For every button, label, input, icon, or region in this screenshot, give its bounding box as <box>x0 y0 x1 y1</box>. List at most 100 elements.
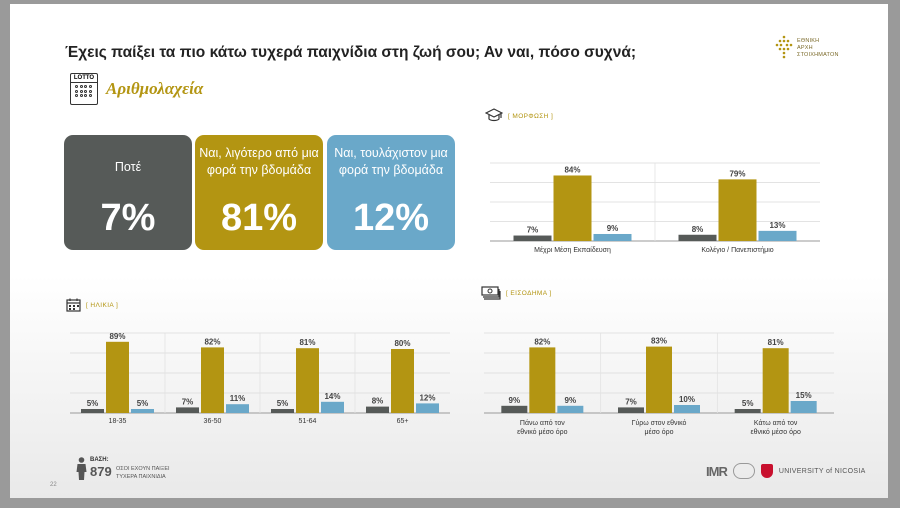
card-weekly: Ναι, τουλάχιστον μια φορά την βδομάδα 12… <box>327 135 455 250</box>
section-age: [ ΗΛΙΚΙΑ ] <box>66 298 118 312</box>
base-description: ΟΣΟΙ ΕΧΟΥΝ ΠΑΙΞΕΙ ΤΥΧΕΡΑ ΠΑΙΧΝΙΔΙΑ <box>116 466 170 480</box>
section-age-label: [ ΗΛΙΚΙΑ ] <box>86 301 119 309</box>
income-bar <box>557 405 584 413</box>
brand-name: ΕΘΝΙΚΗ ΑΡΧΗ ΣΤΟΙΧΗΜΑΤΟΝ <box>797 38 839 58</box>
age-data-label: 12% <box>419 393 435 402</box>
age-bar <box>81 409 104 413</box>
age-bar <box>366 406 389 413</box>
age-bar <box>106 341 129 413</box>
income-data-label: 83% <box>651 337 667 346</box>
card-less-than-weekly: Ναι, λιγότερο από μια φορά την βδομάδα 8… <box>195 135 323 250</box>
income-bar <box>501 405 528 413</box>
card-never: Ποτέ 7% <box>64 135 192 250</box>
income-data-label: 9% <box>565 396 577 405</box>
university-shield-icon <box>760 464 773 478</box>
imr-logo: IMR <box>706 463 728 479</box>
game-title: Αριθμολαχεία <box>106 79 204 98</box>
age-bar <box>131 409 154 413</box>
education-bar <box>718 179 757 241</box>
income-category-label: Πάνω από τον <box>520 419 565 427</box>
age-data-label: 80% <box>394 339 410 348</box>
brand-logo: ΕΘΝΙΚΗ ΑΡΧΗ ΣΤΟΙΧΗΜΑΤΟΝ <box>775 34 838 65</box>
education-data-label: 79% <box>729 169 745 178</box>
education-bar <box>553 175 592 241</box>
age-bar <box>321 401 344 413</box>
income-category-label: Γύρω στον εθνικό <box>632 419 687 427</box>
income-bar <box>734 409 761 413</box>
question-title: Έχεις παίξει τα πιο κάτω τυχερά παιχνίδι… <box>65 44 637 61</box>
education-data-label: 9% <box>607 224 619 233</box>
card-never-value: 7% <box>100 197 156 239</box>
income-data-label: 81% <box>768 338 784 347</box>
income-data-label: 7% <box>625 397 637 406</box>
education-bar <box>513 235 552 241</box>
card-weekly-label: Ναι, τουλάχιστον μια φορά την βδομάδα <box>334 146 448 177</box>
age-data-label: 11% <box>230 394 246 403</box>
age-data-label: 82% <box>204 337 220 346</box>
partner-logos: IMR UNIVERSITY of NICOSIA <box>706 463 866 479</box>
education-data-label: 84% <box>564 165 580 174</box>
education-bar <box>758 230 797 241</box>
income-data-label: 82% <box>534 337 550 346</box>
section-education: [ ΜΟΡΦΩΣΗ ] <box>485 108 553 124</box>
education-chart: 7% 84% 9% Μέχρι Μέση Εκπαίδευση 8% 79% 13% Κολέ… <box>478 146 838 266</box>
person-icon <box>76 457 87 480</box>
income-bar <box>618 407 644 413</box>
card-weekly-value: 12% <box>352 197 430 239</box>
base-label: ΒΑΣΗ: <box>90 457 109 463</box>
age-data-label: 89% <box>109 332 125 341</box>
age-chart: 5% 89% 5% 18-35 7% 82% 11% 36-50 5% 81% 14% 51-64 8%… <box>58 316 456 441</box>
graduation-cap-icon <box>485 108 503 122</box>
income-data-label: 9% <box>509 396 521 405</box>
brand-mark-icon <box>775 35 793 59</box>
age-bar <box>416 403 439 413</box>
education-data-label: 13% <box>769 221 785 230</box>
age-data-label: 5% <box>87 399 99 408</box>
university-logo: UNIVERSITY of NICOSIA <box>778 467 866 475</box>
age-bar <box>271 409 294 413</box>
education-category-label: Μέχρι Μέση Εκπαίδευση <box>534 246 611 254</box>
education-bar <box>678 234 717 241</box>
income-bar <box>790 401 817 413</box>
age-category-label: 65+ <box>397 418 409 425</box>
education-bar <box>593 233 632 241</box>
income-bar <box>674 405 700 413</box>
income-chart: 9% 82% 9% Πάνω από τον εθνικό μέσο όρο 7% 83% 1… <box>472 316 842 446</box>
age-bar <box>296 348 319 413</box>
lotto-ticket-icon: LOTTO <box>70 73 98 105</box>
age-bar <box>176 407 199 413</box>
income-data-label: 5% <box>742 399 754 408</box>
age-category-label: 36-50 <box>204 418 222 425</box>
income-category-label: εθνικό μέσο όρο <box>750 428 801 436</box>
education-data-label: 8% <box>692 225 704 234</box>
partner-badge-icon <box>732 463 755 479</box>
calendar-icon <box>66 298 81 312</box>
income-bar <box>762 348 789 413</box>
income-category-label: μέσο όρο <box>644 428 673 436</box>
section-income-label: [ ΕΙΣΟΔΗΜΑ ] <box>506 290 552 297</box>
age-bar <box>391 349 414 413</box>
income-category-label: Κάτω από τον <box>754 419 798 427</box>
income-data-label: 10% <box>679 395 695 404</box>
age-category-label: 18-35 <box>109 418 127 425</box>
education-chart-svg: 7% 84% 9% Μέχρι Μέση Εκπαίδευση 8% 79% 13% Κολέ… <box>490 162 820 254</box>
card-less-than-weekly-value: 81% <box>220 197 298 239</box>
section-education-label: [ ΜΟΡΦΩΣΗ ] <box>508 112 554 120</box>
age-data-label: 14% <box>324 392 340 401</box>
card-never-label: Ποτέ <box>114 160 142 174</box>
section-income: [ ΕΙΣΟΔΗΜΑ ] <box>481 286 552 301</box>
income-category-label: εθνικό μέσο όρο <box>517 428 568 436</box>
age-data-label: 8% <box>372 397 384 406</box>
age-bar <box>226 404 249 413</box>
age-data-label: 7% <box>182 397 194 406</box>
base-value: 879 <box>90 464 112 479</box>
base-info: ΒΑΣΗ: 879 ΟΣΟΙ ΕΧΟΥΝ ΠΑΙΞΕΙ ΤΥΧΕΡΑ ΠΑΙΧΝ… <box>76 457 170 486</box>
age-chart-svg: 5% 89% 5% 18-35 7% 82% 11% 36-50 5% 81% 14% 51-64 8%… <box>70 332 450 425</box>
income-bar <box>529 347 556 413</box>
slide: Έχεις παίξει τα πιο κάτω τυχερά παιχνίδι… <box>10 4 888 498</box>
money-stack-icon <box>481 286 501 300</box>
age-category-label: 51-64 <box>299 418 317 425</box>
education-category-label: Κολέγιο / Πανεπιστήμιο <box>701 246 773 254</box>
income-bar <box>646 346 672 413</box>
education-data-label: 7% <box>527 226 539 235</box>
